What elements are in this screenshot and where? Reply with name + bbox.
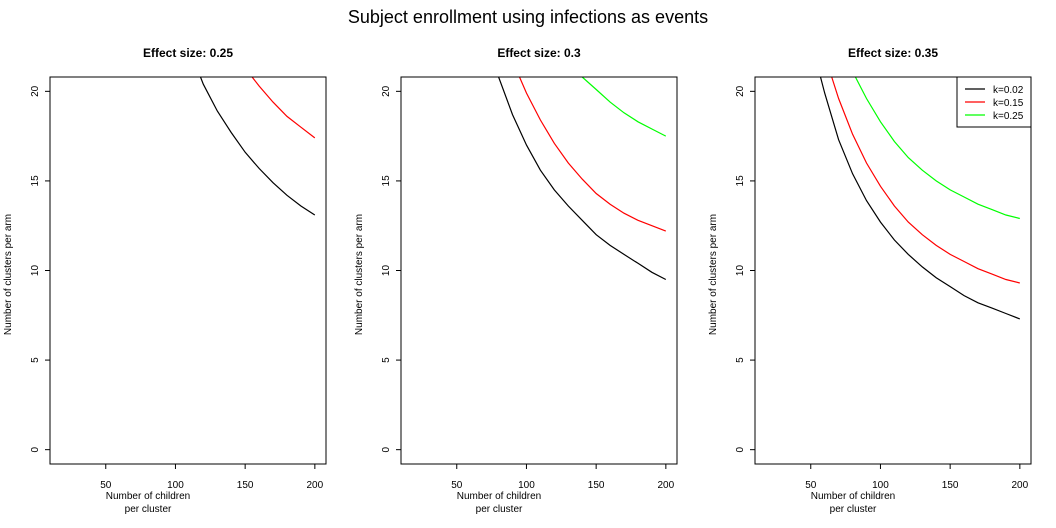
y-tick-label: 10 <box>735 265 746 277</box>
y-tick-label: 15 <box>381 175 392 187</box>
series-line-k=0.15 <box>831 77 1020 284</box>
legend-entry: k=0.15 <box>993 98 1024 109</box>
y-tick-label: 0 <box>381 446 392 452</box>
x-tick-label: 200 <box>1012 480 1029 491</box>
y-tick-label: 5 <box>30 357 41 363</box>
panel-title: Effect size: 0.35 <box>848 46 938 60</box>
y-axis-label: Number of clusters per arm <box>3 214 14 335</box>
plot-frame <box>400 76 678 465</box>
y-tick-label: 5 <box>381 357 392 363</box>
series-line-k=0.15 <box>251 77 316 139</box>
series-line-k=0.25 <box>581 77 667 137</box>
x-tick-label: 50 <box>805 480 817 491</box>
x-tick-label: 100 <box>518 480 535 491</box>
x-axis-label: Number of children <box>457 491 541 502</box>
x-tick-label: 200 <box>307 480 324 491</box>
y-tick-label: 10 <box>30 265 41 277</box>
chart-panel-1: Effect size: 0.25 50 100 150 200 0 5 10 15 20 Numb… <box>3 46 327 515</box>
x-tick-label: 150 <box>237 480 254 491</box>
legend-entry: k=0.25 <box>993 111 1024 122</box>
x-tick-label: 100 <box>872 480 889 491</box>
y-tick-label: 0 <box>735 446 746 452</box>
plot-frame <box>754 76 1032 465</box>
x-tick-label: 200 <box>658 480 675 491</box>
x-tick-label: 50 <box>100 480 112 491</box>
x-axis-label: Number of children <box>106 491 190 502</box>
y-tick-label: 15 <box>735 175 746 187</box>
legend: k=0.02 k=0.15 k=0.25 <box>956 76 1032 128</box>
x-axis-label: Number of children <box>811 491 895 502</box>
legend-entry: k=0.02 <box>993 85 1024 96</box>
panel-title: Effect size: 0.25 <box>143 46 233 60</box>
y-axis-label: Number of clusters per arm <box>708 214 719 335</box>
series-line-k=0.02 <box>199 77 316 216</box>
x-axis-label: per cluster <box>830 504 877 515</box>
x-tick-label: 150 <box>942 480 959 491</box>
panel-title: Effect size: 0.3 <box>497 46 581 60</box>
x-tick-label: 150 <box>588 480 605 491</box>
y-tick-label: 5 <box>735 357 746 363</box>
chart-panel-2: Effect size: 0.3 50 100 150 200 0 5 10 15 20 Numbe… <box>354 46 678 515</box>
x-axis-label: per cluster <box>125 504 172 515</box>
x-tick-label: 100 <box>167 480 184 491</box>
series-line-k=0.02 <box>819 77 1021 320</box>
x-axis-label: per cluster <box>476 504 523 515</box>
chart-panel-3: Effect size: 0.35 50 100 150 200 0 5 10 15 20 Numb… <box>708 46 1032 515</box>
y-tick-label: 15 <box>30 175 41 187</box>
x-tick-label: 50 <box>451 480 463 491</box>
series-line-k=0.25 <box>854 77 1020 220</box>
y-tick-label: 20 <box>30 85 41 97</box>
plot-frame <box>49 76 327 465</box>
y-tick-label: 20 <box>381 85 392 97</box>
figure-title: Subject enrollment using infections as e… <box>348 7 708 27</box>
y-tick-label: 20 <box>735 85 746 97</box>
y-axis-label: Number of clusters per arm <box>354 214 365 335</box>
y-tick-label: 0 <box>30 446 41 452</box>
series-line-k=0.02 <box>498 77 667 281</box>
series-line-k=0.15 <box>518 77 667 232</box>
y-tick-label: 10 <box>381 265 392 277</box>
